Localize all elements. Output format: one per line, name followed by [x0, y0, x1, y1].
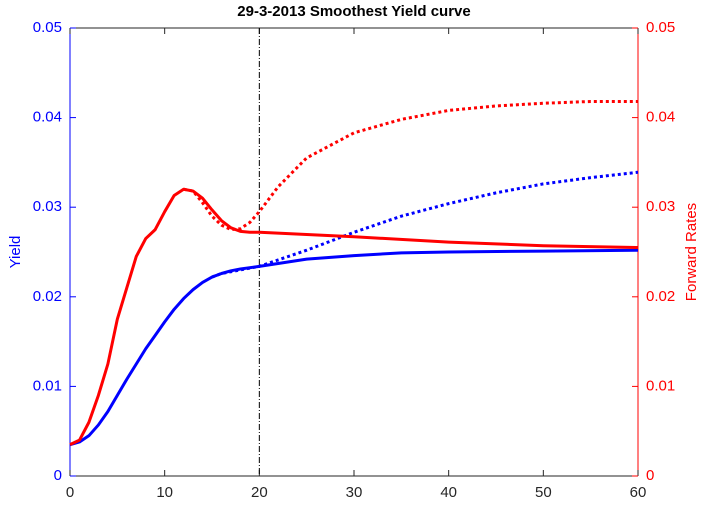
y-axis-label: Yield	[7, 236, 24, 269]
y2-tick-label: 0.05	[646, 19, 675, 36]
y2-tick-label: 0.02	[646, 288, 675, 305]
y-tick-label: 0.03	[33, 198, 62, 215]
series-line	[69, 248, 639, 447]
y-tick-label: 0.05	[33, 19, 62, 36]
x-tick-label: 40	[440, 484, 457, 501]
y2-axis-label: Forward Rates	[683, 203, 700, 301]
y-tick-label: 0.01	[33, 377, 62, 394]
x-tick-label: 0	[66, 484, 74, 501]
series-line	[211, 170, 639, 279]
y2-tick-label: 0.01	[646, 377, 675, 394]
y-tick-label: 0.04	[33, 109, 62, 126]
y2-tick-label: 0.03	[646, 198, 675, 215]
chart-title: 29-3-2013 Smoothest Yield curve	[237, 3, 470, 20]
x-tick-label: 20	[251, 484, 268, 501]
y2-tick-label: 0	[646, 467, 654, 484]
x-tick-label: 10	[156, 484, 173, 501]
y-tick-label: 0	[54, 467, 62, 484]
y-tick-label: 0.02	[33, 288, 62, 305]
series-line	[183, 99, 638, 232]
x-tick-label: 50	[535, 484, 552, 501]
y2-tick-label: 0.04	[646, 109, 675, 126]
x-tick-label: 60	[630, 484, 647, 501]
x-tick-label: 30	[346, 484, 363, 501]
